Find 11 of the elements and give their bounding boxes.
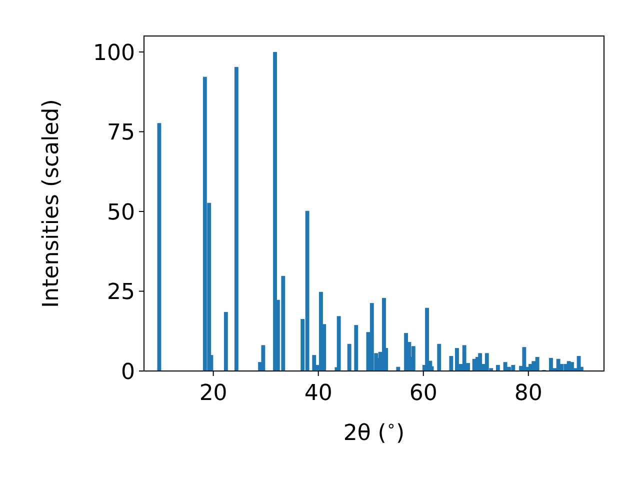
x-tick-label: 80 xyxy=(514,381,542,406)
y-tick-label: 100 xyxy=(93,40,135,66)
y-axis-title: Intensities (scaled) xyxy=(39,99,64,308)
x-tick-label: 20 xyxy=(199,381,228,406)
y-tick-label: 75 xyxy=(107,120,135,146)
x-tick-label: 40 xyxy=(304,381,332,406)
y-tick-label: 50 xyxy=(107,200,135,226)
x-axis-title: 2θ ($^{∘}$) xyxy=(343,417,405,446)
y-tick-label: 25 xyxy=(107,280,135,306)
x-tick-label: 60 xyxy=(409,381,438,406)
y-tick-label: 0 xyxy=(121,360,135,385)
